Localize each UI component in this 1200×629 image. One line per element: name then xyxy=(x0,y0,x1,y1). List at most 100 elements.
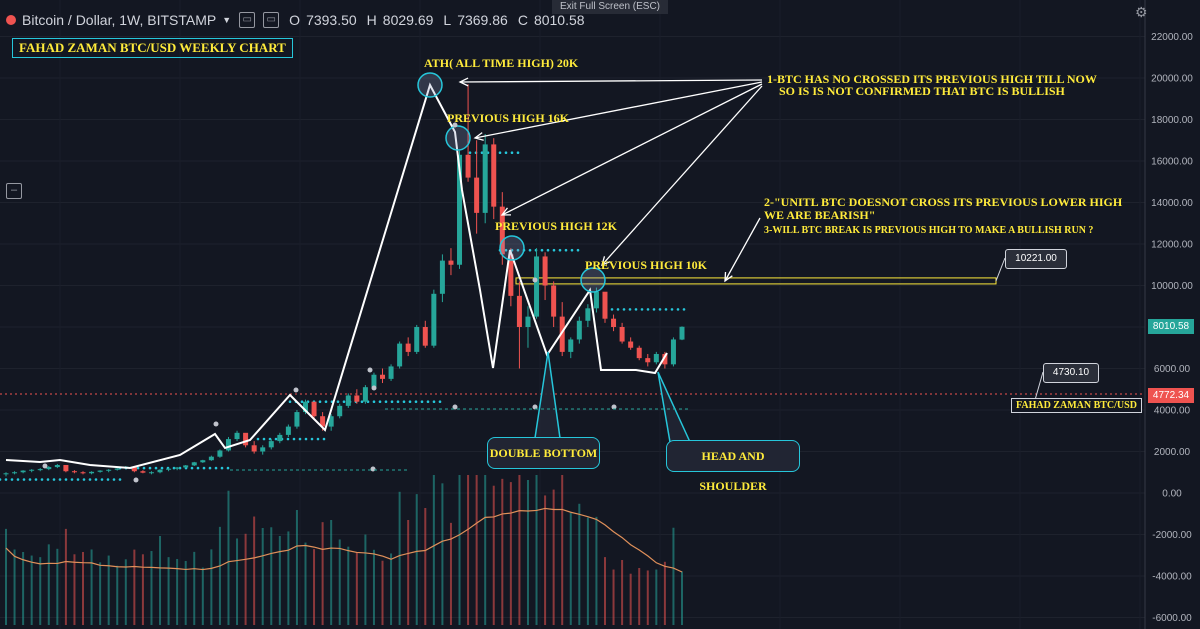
candle xyxy=(63,464,69,472)
volume-bar xyxy=(484,475,487,625)
candle xyxy=(542,256,548,286)
candle xyxy=(251,445,257,452)
volume-bar xyxy=(603,557,606,625)
level-dot xyxy=(622,308,626,311)
volume-bar xyxy=(595,516,598,625)
volume-bar xyxy=(124,559,127,625)
volume-bar xyxy=(141,554,144,625)
y-tick-label: -6000.00 xyxy=(1152,613,1192,624)
volume-bar xyxy=(73,554,76,625)
volume-bar xyxy=(535,475,538,625)
volume-bar xyxy=(278,536,281,625)
level-dot xyxy=(336,400,340,404)
volume-bar xyxy=(621,560,624,625)
candle xyxy=(431,293,437,346)
volume-bar xyxy=(261,528,264,625)
y-tick-label: 16000.00 xyxy=(1151,157,1193,168)
arrow-head xyxy=(500,207,512,216)
level-dot xyxy=(432,400,436,404)
y-tick-label: 4000.00 xyxy=(1154,406,1191,417)
compare-icon[interactable]: ▭ xyxy=(239,12,256,28)
level-dot xyxy=(118,478,122,481)
level-dot xyxy=(634,308,638,311)
annotation-arrow xyxy=(459,79,763,83)
candle xyxy=(80,472,86,474)
candle xyxy=(12,472,18,474)
level-dot xyxy=(558,248,562,252)
level-dot xyxy=(504,151,508,154)
volume-bar xyxy=(244,533,247,625)
level-dot xyxy=(426,400,430,404)
level-dot xyxy=(0,478,2,481)
volume-bar xyxy=(107,555,110,625)
pivot-marker xyxy=(532,404,538,410)
pivot-marker xyxy=(371,385,377,391)
volume-bar xyxy=(287,531,290,625)
y-tick-label: 0.00 xyxy=(1162,489,1182,500)
level-dot xyxy=(564,248,568,252)
level-dot xyxy=(658,308,662,311)
level-dot xyxy=(52,478,56,481)
candle xyxy=(183,465,189,468)
volume-bar xyxy=(39,557,42,625)
chevron-down-icon[interactable]: ▼ xyxy=(222,15,232,25)
gear-icon[interactable]: ⚙ xyxy=(1135,4,1148,20)
volume-bar xyxy=(82,552,85,625)
pivot-marker xyxy=(611,404,617,410)
candle xyxy=(397,343,403,367)
candle xyxy=(71,471,77,473)
volume-bar xyxy=(99,562,102,625)
open-value: 7393.50 xyxy=(306,12,357,28)
candle xyxy=(576,320,582,340)
collapse-icon[interactable]: – xyxy=(6,183,22,199)
pivot-marker xyxy=(532,277,538,283)
volume-bar xyxy=(355,552,358,625)
level-dot xyxy=(88,478,92,481)
level-dot xyxy=(360,400,364,404)
candle xyxy=(114,468,120,470)
candle xyxy=(448,260,454,265)
ath-annotation: ATH( ALL TIME HIGH) 20K xyxy=(424,56,579,70)
level-dot xyxy=(100,478,104,481)
double-bottom-callout: DOUBLE BOTTOM xyxy=(487,437,600,469)
previous-high-16k-annotation: PREVIOUS HIGH 16K xyxy=(447,111,570,125)
candle xyxy=(302,401,308,413)
candle xyxy=(405,343,411,352)
exit-fullscreen-button[interactable]: Exit Full Screen (ESC) xyxy=(552,0,668,14)
candle xyxy=(465,154,471,178)
level-dot xyxy=(82,478,86,481)
volume-bar xyxy=(441,483,444,625)
level-dot xyxy=(262,437,266,441)
annotation-arrow xyxy=(474,81,763,139)
live-dot-icon xyxy=(6,15,16,25)
indicators-icon[interactable]: ▭ xyxy=(263,12,280,28)
volume-bar xyxy=(150,551,153,625)
candle xyxy=(499,206,505,255)
head-shoulder-pointer xyxy=(657,371,691,443)
y-tick-label: 6000.00 xyxy=(1154,364,1191,375)
level-4730-tag: 4730.10 xyxy=(1043,363,1099,383)
level-dot xyxy=(292,437,296,441)
level-dot xyxy=(154,466,158,470)
candle xyxy=(311,401,317,417)
volume-bar xyxy=(330,520,333,625)
y-axis: 22000.00 20000.00 18000.00 16000.00 14000.00… xyxy=(1144,0,1193,629)
candle xyxy=(234,432,240,440)
candle xyxy=(89,471,95,474)
candle xyxy=(37,469,43,471)
high-value: 8029.69 xyxy=(382,12,434,28)
annotation-arrow xyxy=(501,83,763,216)
volume-bar xyxy=(184,560,187,625)
symbol-title[interactable]: Bitcoin / Dollar, 1W, BITSTAMP xyxy=(22,12,217,28)
level-dot xyxy=(528,248,532,252)
level-dot xyxy=(304,437,308,441)
arrow-head xyxy=(601,256,611,267)
level-dot xyxy=(76,478,80,481)
chart-title: FAHAD ZAMAN BTC/USD WEEKLY CHART xyxy=(12,38,293,58)
level-dot xyxy=(384,400,388,404)
candle xyxy=(225,439,231,451)
volume-bar xyxy=(449,522,452,625)
level-dot xyxy=(342,400,346,404)
candle xyxy=(491,144,497,207)
